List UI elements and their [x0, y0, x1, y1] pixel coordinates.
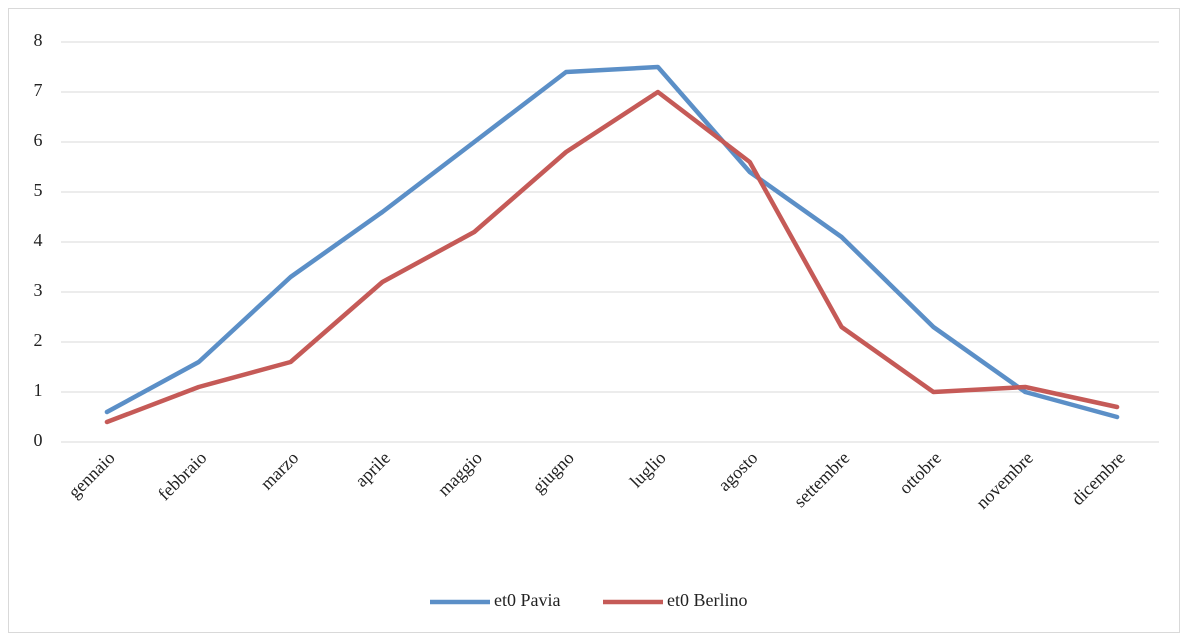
y-tick-label: 3	[34, 280, 43, 300]
y-tick-label: 1	[34, 380, 43, 400]
chart-frame	[8, 8, 1180, 633]
series-line	[104, 89, 1120, 425]
y-tick-label: 6	[34, 130, 43, 150]
series-line	[104, 64, 1120, 420]
y-tick-label: 4	[34, 230, 43, 250]
y-tick-label: 5	[34, 180, 43, 200]
y-tick-label: 2	[34, 330, 43, 350]
y-tick-label: 7	[34, 80, 43, 100]
legend-label: et0 Pavia	[494, 590, 560, 610]
legend-label: et0 Berlino	[667, 590, 747, 610]
y-tick-label: 0	[34, 430, 43, 450]
y-tick-label: 8	[34, 30, 43, 50]
